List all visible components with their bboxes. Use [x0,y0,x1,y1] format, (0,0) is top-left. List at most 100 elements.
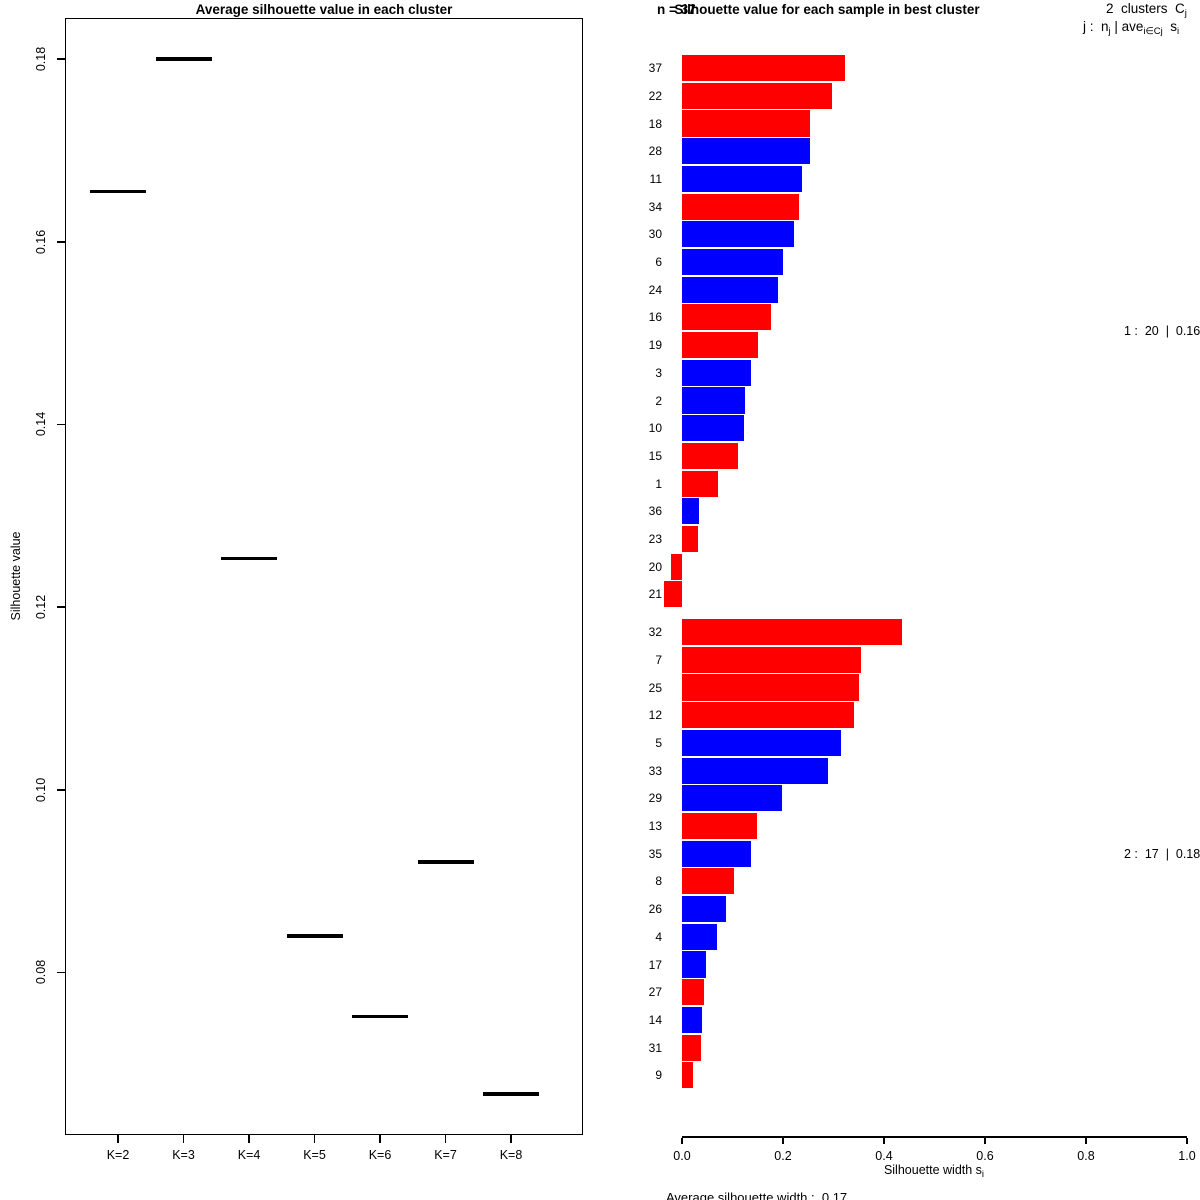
y-axis-tick-label: 0.14 [34,412,48,437]
sample-label: 9 [655,1068,662,1083]
sample-label: 13 [648,819,662,833]
annotation-text: Silhouette width s [883,1163,982,1177]
silhouette-bar [682,1062,693,1089]
x-axis-tick-label: K=6 [368,1148,392,1162]
silhouette-bar [682,248,783,276]
sample-label: 12 [648,708,662,723]
y-axis-tick-label: 0.16 [34,229,48,254]
x-axis-tick [1085,1137,1087,1144]
sample-label: 22 [648,88,662,103]
x-axis-tick [313,1135,316,1143]
silhouette-bar [682,442,739,469]
sample-label: 7 [655,652,662,667]
x-axis-tick-label: 0.4 [875,1149,893,1163]
subscript-text: i [1177,26,1180,37]
left-plot-box [65,18,583,1135]
silhouette-bar [682,812,758,840]
sample-label: 28 [648,144,662,159]
x-axis-tick-label: 0.0 [673,1149,691,1163]
annotation-text: 2 clusters C [1106,1,1185,16]
subscript-text: i [981,1169,985,1180]
x-axis-tick-label: K=7 [434,1148,457,1162]
x-axis-tick [444,1135,447,1143]
x-axis-tick [117,1135,119,1143]
sample-label: 15 [648,448,662,463]
sample-label: 16 [648,310,662,325]
x-axis-tick [379,1135,381,1143]
y-axis-tick [57,606,65,608]
sample-label: 27 [648,985,662,1000]
sample-label: 36 [648,504,662,519]
silhouette-bar [682,110,810,137]
silhouette-bar [682,359,752,386]
left-y-axis-label: Silhouette value [9,531,23,621]
x-axis-tick-label: K=3 [172,1148,195,1162]
silhouette-bar [682,498,700,525]
silhouette-bar [682,923,718,950]
silhouette-bar [682,979,705,1006]
silhouette-bar [682,619,903,646]
x-axis-tick-label: K=4 [237,1148,261,1162]
sample-label: 1 [655,476,662,491]
avg-silhouette-segment [286,934,343,938]
subscript-text: j [1108,26,1111,37]
sample-label: 8 [655,874,662,889]
sample-label: 24 [648,282,662,297]
x-axis-tick-label: K=8 [499,1148,523,1162]
sample-label: 3 [655,365,662,380]
silhouette-bar [682,951,707,978]
x-axis-tick [883,1137,885,1144]
cluster-summary-annotation: 2 : 17 | 0.18 [1124,846,1200,861]
x-axis-tick-label: K=5 [303,1148,326,1162]
avg-silhouette-segment [352,1014,408,1018]
sample-label: 18 [648,116,662,131]
avg-silhouette-segment [155,57,212,61]
sample-label: 5 [655,735,662,750]
sample-label: 37 [648,61,662,76]
silhouette-bar [682,387,746,414]
silhouette-bar [671,553,682,580]
silhouette-bar [682,276,778,303]
cluster-count-annotation: 2 clusters Cj [1106,1,1187,19]
annotation-text: s [1162,19,1178,34]
y-axis-tick-label: 0.18 [34,46,48,72]
subscript-text: j [1184,8,1187,19]
silhouette-bar [682,470,718,497]
sample-label: 2 [655,393,662,408]
sample-label: 10 [648,421,662,436]
sample-label: 14 [648,1012,662,1027]
x-axis-tick-label: 1.0 [1178,1149,1196,1163]
sample-label: 29 [648,791,662,806]
sample-label: 26 [648,902,662,917]
silhouette-bar [682,193,800,220]
avg-silhouette-segment [483,1092,539,1096]
silhouette-bar [682,1034,702,1061]
sample-label: 25 [648,680,662,695]
y-axis-tick-label: 0.08 [34,960,48,985]
x-axis-tick-label: 0.8 [1077,1149,1095,1163]
silhouette-bar [682,82,832,109]
sample-count-label: n = 37 [657,2,696,17]
x-axis-tick [681,1137,683,1144]
y-axis-tick [57,423,65,426]
x-axis-line [682,1136,1187,1138]
silhouette-bar [664,581,682,608]
silhouette-bar [682,868,734,895]
x-axis-tick [1186,1137,1188,1144]
sample-label: 32 [648,625,662,640]
sample-label: 19 [648,338,662,353]
silhouette-bar [682,332,758,359]
sample-label: 35 [648,846,662,861]
y-axis-tick [57,971,65,974]
avg-silhouette-segment [221,556,277,561]
avg-silhouette-segment [417,860,474,864]
y-axis-tick-label: 0.10 [34,777,48,802]
x-axis-tick-label: 0.2 [774,1149,792,1163]
silhouette-bar [682,221,795,248]
silhouette-bar [682,674,859,701]
sample-label: 30 [648,227,662,242]
silhouette-bar [682,1006,703,1033]
silhouette-bar [682,757,828,784]
silhouette-bar [682,138,810,165]
x-axis-tick [782,1137,784,1144]
